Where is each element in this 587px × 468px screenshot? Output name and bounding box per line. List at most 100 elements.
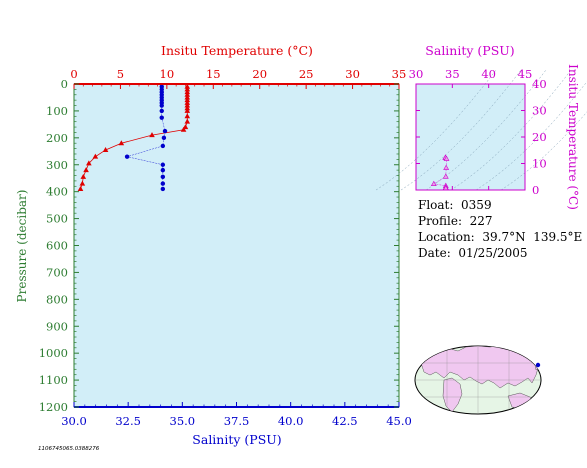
ts-y-tick-label: 40 bbox=[532, 77, 547, 91]
ts-x-tick-label: 35 bbox=[445, 67, 460, 81]
ts-x-axis-title: Salinity (PSU) bbox=[425, 43, 514, 58]
salinity-point bbox=[160, 174, 166, 180]
ts-y-tick-label: 20 bbox=[532, 130, 547, 144]
y-tick-label: 500 bbox=[46, 212, 68, 226]
temperature-point bbox=[118, 140, 125, 146]
temperature-point bbox=[184, 97, 191, 103]
footer-code: 1106745065.0388276 bbox=[38, 446, 100, 452]
float-id: Float: 0359 bbox=[418, 198, 492, 212]
temperature-point bbox=[149, 132, 155, 138]
ts-y-tick-label: 30 bbox=[532, 104, 547, 118]
y-tick-label: 0 bbox=[61, 77, 68, 91]
salinity-point bbox=[160, 186, 166, 192]
ts-density-contour bbox=[425, 69, 547, 191]
temperature-point bbox=[184, 99, 191, 105]
temperature-point bbox=[184, 105, 191, 111]
ts-y-axis-title: Insitu Temperature (°C) bbox=[566, 64, 580, 210]
profile-number: Profile: 227 bbox=[418, 214, 493, 228]
salinity-tick-label: 30.0 bbox=[61, 414, 87, 428]
profile-axis-ticks bbox=[73, 83, 400, 408]
bottom-axis-title: Salinity (PSU) bbox=[192, 432, 281, 447]
profile-plot-area bbox=[74, 84, 399, 407]
salinity-point bbox=[160, 181, 166, 186]
temperature-point bbox=[77, 185, 84, 191]
ts-x-tick-label: 40 bbox=[481, 67, 496, 81]
y-axis-title: Pressure (decibar) bbox=[15, 190, 29, 303]
temperature-point bbox=[102, 146, 109, 152]
ts-density-contour bbox=[375, 69, 497, 191]
salinity-tick-label: 37.5 bbox=[224, 414, 250, 428]
temperature-tick-label: 0 bbox=[70, 67, 77, 81]
y-tick-label: 1200 bbox=[39, 400, 68, 414]
ts-density-contour bbox=[450, 69, 572, 191]
y-tick-label: 100 bbox=[46, 104, 68, 118]
temperature-tick-label: 25 bbox=[299, 67, 314, 81]
top-axis-title: Insitu Temperature (°C) bbox=[161, 43, 313, 58]
ts-point bbox=[443, 164, 450, 170]
salinity-point bbox=[160, 162, 166, 167]
salinity-tick-label: 40.0 bbox=[278, 414, 304, 428]
y-tick-label: 600 bbox=[46, 239, 68, 253]
temperature-point bbox=[83, 167, 89, 173]
temperature-tick-label: 20 bbox=[252, 67, 267, 81]
salinity-point bbox=[159, 103, 164, 108]
salinity-point bbox=[161, 135, 167, 141]
temperature-point bbox=[79, 180, 86, 186]
profile-tick-labels: 0100200300400500600700800900100011001200… bbox=[39, 67, 412, 428]
y-tick-label: 300 bbox=[46, 158, 68, 172]
float-info: Float: 0359 Profile: 227 Location: 39.7°… bbox=[418, 197, 582, 261]
ts-y-tick-label: 0 bbox=[532, 183, 539, 197]
ts-x-tick-label: 45 bbox=[518, 67, 533, 81]
temperature-tick-label: 15 bbox=[206, 67, 221, 81]
temperature-tick-label: 30 bbox=[345, 67, 360, 81]
ts-point bbox=[442, 173, 449, 179]
y-tick-label: 800 bbox=[46, 292, 68, 306]
y-tick-label: 1000 bbox=[39, 346, 68, 360]
temperature-point bbox=[80, 173, 87, 179]
y-tick-label: 900 bbox=[46, 319, 68, 333]
salinity-point bbox=[162, 128, 168, 134]
temperature-point bbox=[180, 126, 187, 132]
temperature-point bbox=[184, 83, 191, 89]
ts-point bbox=[430, 180, 437, 187]
ts-x-tick-label: 30 bbox=[409, 67, 424, 81]
temperature-point bbox=[184, 102, 191, 108]
temperature-point bbox=[184, 89, 191, 95]
salinity-series bbox=[124, 84, 168, 192]
salinity-point bbox=[160, 143, 166, 149]
ts-density-contour bbox=[475, 81, 587, 191]
temperature-point bbox=[184, 91, 191, 97]
y-tick-label: 200 bbox=[46, 131, 68, 145]
temperature-series bbox=[77, 83, 191, 191]
ts-plot-area bbox=[416, 84, 525, 190]
y-tick-label: 400 bbox=[46, 185, 68, 199]
float-location-marker bbox=[535, 362, 541, 368]
temperature-point bbox=[184, 94, 191, 100]
ts-density-contour bbox=[400, 69, 522, 191]
temperature-point bbox=[184, 113, 191, 119]
ts-point bbox=[443, 155, 450, 161]
salinity-tick-label: 32.5 bbox=[115, 414, 141, 428]
ts-y-tick-label: 10 bbox=[532, 157, 547, 171]
temperature-tick-label: 5 bbox=[117, 67, 124, 81]
salinity-tick-label: 42.5 bbox=[332, 414, 358, 428]
ts-series bbox=[430, 154, 450, 191]
temperature-point bbox=[92, 153, 99, 159]
salinity-point bbox=[159, 115, 164, 120]
profile-plot: 0100200300400500600700800900100011001200… bbox=[15, 43, 412, 447]
temperature-point bbox=[184, 86, 191, 92]
salinity-tick-label: 35.0 bbox=[170, 414, 196, 428]
date: Date: 01/25/2005 bbox=[418, 246, 528, 260]
ts-density-contours bbox=[375, 69, 587, 191]
y-tick-label: 700 bbox=[46, 265, 68, 279]
location: Location: 39.7°N 139.5°E bbox=[418, 230, 583, 244]
salinity-point bbox=[159, 108, 164, 114]
ts-axis-ticks bbox=[415, 83, 526, 191]
salinity-tick-label: 45.0 bbox=[386, 414, 412, 428]
y-tick-label: 1100 bbox=[39, 373, 68, 387]
salinity-point bbox=[160, 167, 166, 173]
temperature-tick-label: 10 bbox=[160, 67, 175, 81]
